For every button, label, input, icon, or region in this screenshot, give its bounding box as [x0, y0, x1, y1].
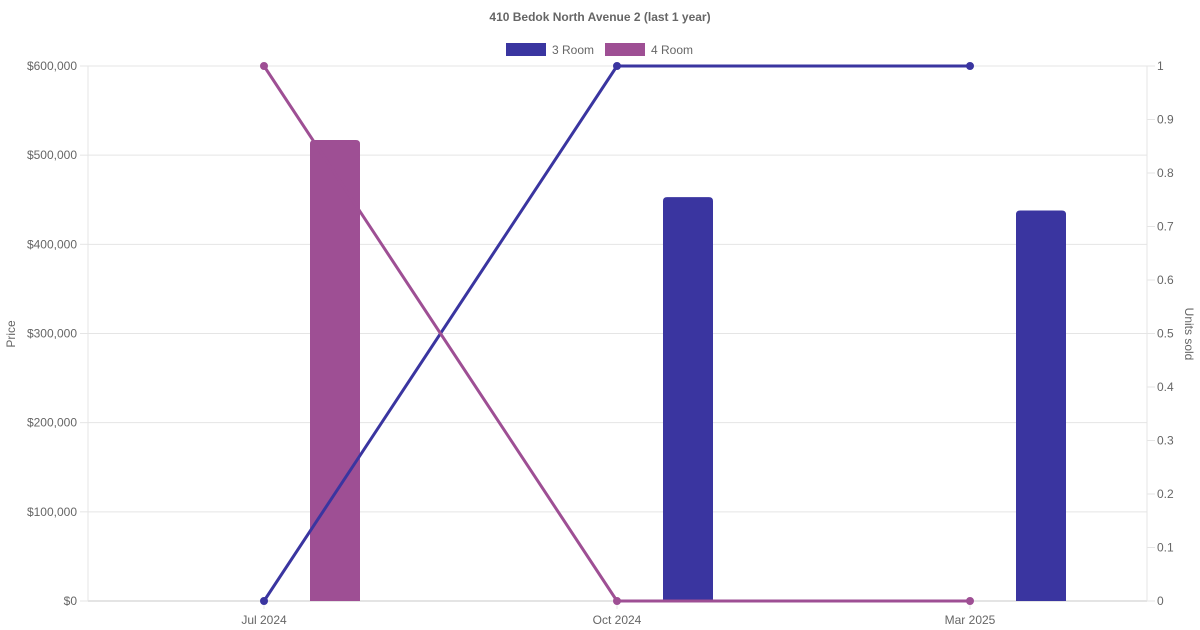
- gridlines: [80, 65, 1155, 609]
- legend-swatch-4-room[interactable]: [605, 43, 645, 56]
- y-left-tick-label: $400,000: [27, 237, 77, 251]
- point-4-room: [966, 597, 974, 605]
- y-right-tick-label: 0.8: [1157, 166, 1174, 180]
- legend-label-4-room[interactable]: 4 Room: [651, 43, 693, 57]
- y-axis-right-ticks: 0 0.1 0.2 0.3 0.4 0.5 0.6 0.7 0.8 0.9 1: [1157, 59, 1174, 608]
- chart-title: 410 Bedok North Avenue 2 (last 1 year): [489, 10, 710, 24]
- y-left-tick-label: $500,000: [27, 148, 77, 162]
- y-right-tick-label: 0.3: [1157, 434, 1174, 448]
- y-left-tick-label: $100,000: [27, 505, 77, 519]
- point-4-room: [260, 62, 268, 70]
- bar-3-room: [663, 197, 713, 601]
- point-3-room: [613, 62, 621, 70]
- x-tick-label: Jul 2024: [241, 613, 287, 627]
- legend-label-3-room[interactable]: 3 Room: [552, 43, 594, 57]
- y-right-tick-label: 0.9: [1157, 113, 1174, 127]
- y-right-tick-label: 1: [1157, 59, 1164, 73]
- x-tick-label: Mar 2025: [945, 613, 996, 627]
- y-right-tick-label: 0.4: [1157, 380, 1174, 394]
- y-left-tick-label: $0: [64, 594, 78, 608]
- y-left-tick-label: $300,000: [27, 327, 77, 341]
- y-left-tick-label: $200,000: [27, 416, 77, 430]
- point-3-room: [260, 597, 268, 605]
- bar-3-room: [1016, 210, 1066, 601]
- bars: [310, 140, 1066, 601]
- y-axis-left-ticks: $0 $100,000 $200,000 $300,000 $400,000 $500,0…: [27, 59, 77, 608]
- y-axis-left-title: Price: [4, 320, 18, 348]
- legend-swatch-3-room[interactable]: [506, 43, 546, 56]
- y-right-tick-label: 0: [1157, 594, 1164, 608]
- point-4-room: [613, 597, 621, 605]
- bar-4-room: [310, 140, 360, 601]
- y-right-tick-label: 0.1: [1157, 541, 1174, 555]
- legend: 3 Room 4 Room: [506, 43, 693, 57]
- y-right-tick-label: 0.5: [1157, 327, 1174, 341]
- y-axis-right-title: Units sold: [1182, 308, 1196, 361]
- y-right-tick-label: 0.6: [1157, 273, 1174, 287]
- point-3-room: [966, 62, 974, 70]
- y-right-tick-label: 0.2: [1157, 487, 1174, 501]
- x-axis-ticks: Jul 2024 Oct 2024 Mar 2025: [241, 613, 995, 627]
- points: [260, 62, 974, 605]
- x-tick-label: Oct 2024: [593, 613, 642, 627]
- y-right-tick-label: 0.7: [1157, 220, 1174, 234]
- y-left-tick-label: $600,000: [27, 59, 77, 73]
